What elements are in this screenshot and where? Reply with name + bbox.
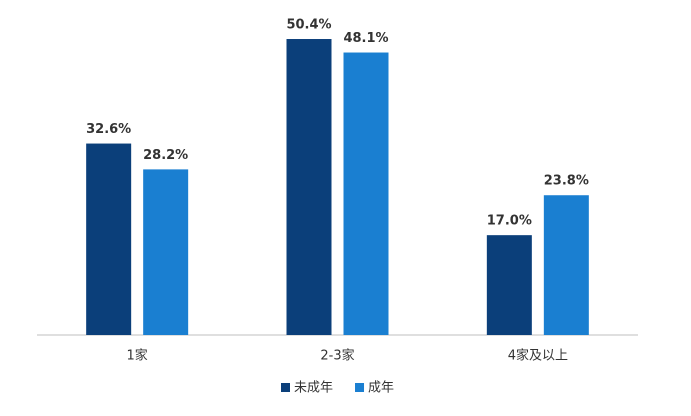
value-label: 32.6%: [86, 122, 131, 137]
x-tick-label: 4家及以上: [508, 348, 568, 364]
x-tick-label: 2-3家: [320, 348, 354, 364]
legend-label: 未成年: [294, 381, 333, 396]
bar: [543, 195, 589, 335]
x-tick-label: 1家: [127, 348, 148, 364]
bar: [143, 169, 189, 335]
value-label: 28.2%: [143, 148, 188, 163]
bar: [486, 235, 532, 335]
legend-swatch: [355, 383, 365, 392]
bar: [286, 39, 332, 335]
value-label: 17.0%: [487, 214, 532, 229]
value-label: 50.4%: [286, 18, 331, 33]
bar: [86, 143, 132, 335]
legend-swatch: [281, 383, 290, 392]
value-label: 48.1%: [343, 31, 388, 46]
legend-label: 成年: [368, 381, 394, 396]
bar: [343, 52, 389, 335]
value-label: 23.8%: [544, 174, 589, 189]
